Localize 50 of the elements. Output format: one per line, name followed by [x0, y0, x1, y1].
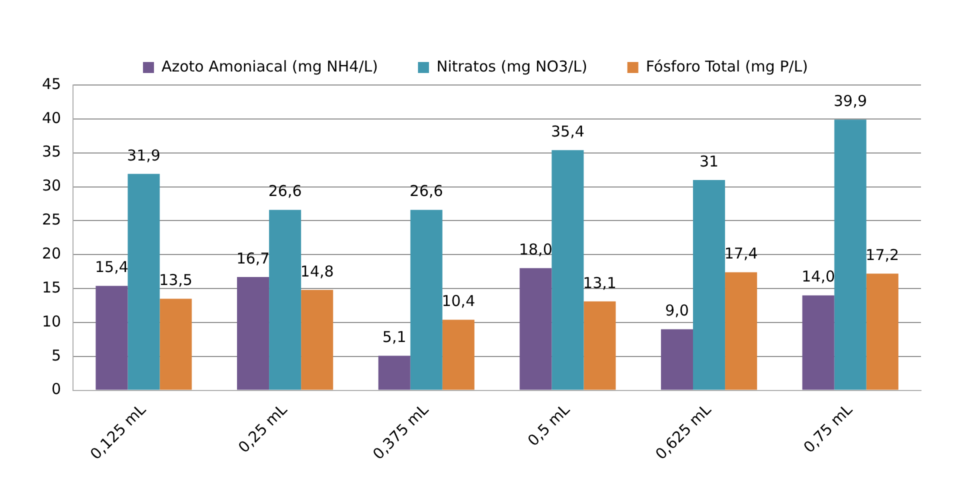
bar	[725, 272, 758, 390]
y-tick-label: 40	[42, 108, 62, 127]
y-tick-label: 25	[42, 210, 62, 229]
data-label: 31,9	[127, 146, 160, 164]
bar	[410, 210, 442, 390]
y-tick-label: 15	[42, 278, 62, 296]
bar	[520, 268, 552, 390]
bar	[442, 320, 474, 390]
y-tick-label: 30	[42, 176, 62, 195]
x-tick-label: 0,5 mL	[524, 400, 574, 450]
y-tick-label: 0	[52, 380, 62, 398]
data-label: 5,1	[382, 328, 406, 346]
legend-label: Azoto Amoniacal (mg NH4/L)	[161, 57, 378, 76]
bar	[128, 174, 160, 390]
y-tick-label: 5	[52, 346, 62, 364]
data-label: 16,7	[236, 249, 270, 268]
bar	[660, 329, 694, 390]
data-label: 39,9	[834, 92, 868, 110]
bar	[378, 356, 410, 390]
y-tick-label: 10	[42, 312, 62, 330]
data-label: 13,1	[583, 274, 616, 292]
bar	[237, 276, 270, 390]
y-tick-label: 45	[42, 74, 62, 93]
data-label: 35,4	[551, 122, 584, 141]
data-label: 9,0	[665, 302, 689, 320]
legend-label: Fósforo Total (mg P/L)	[646, 57, 808, 76]
data-label: 13,5	[159, 271, 192, 290]
data-label: 17,4	[724, 244, 758, 263]
y-tick-label: 20	[42, 244, 62, 262]
bar	[160, 298, 192, 390]
data-label: 14,0	[802, 268, 836, 286]
data-label: 26,6	[268, 182, 302, 200]
data-label: 31	[699, 152, 719, 170]
bar	[693, 180, 726, 390]
bar	[802, 295, 834, 390]
bar	[96, 286, 128, 390]
data-label: 17,2	[866, 246, 900, 264]
y-tick-label: 35	[42, 142, 62, 161]
data-label: 18,0	[518, 240, 552, 259]
bar	[584, 301, 616, 390]
bar	[552, 150, 584, 390]
data-label: 26,6	[410, 182, 444, 200]
bar	[834, 120, 866, 390]
bar	[866, 274, 898, 390]
data-label: 15,4	[95, 258, 128, 276]
bar	[301, 290, 334, 390]
legend-label: Nitratos (mg NO3/L)	[436, 57, 588, 76]
bar	[269, 210, 302, 390]
data-label: 10,4	[442, 292, 476, 310]
data-label: 14,8	[300, 262, 334, 280]
